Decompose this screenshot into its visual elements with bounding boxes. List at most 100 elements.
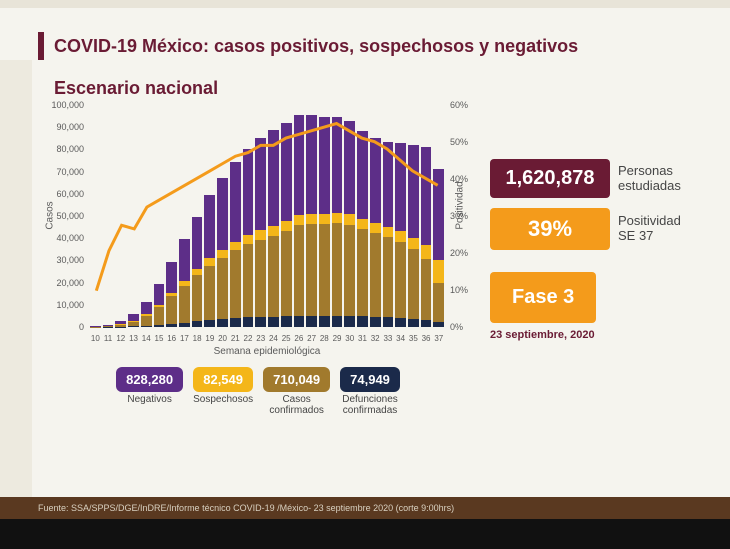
- bar-seg-confirmados: [204, 266, 215, 321]
- bar-seg-defunciones: [179, 323, 190, 327]
- footer-source: Fuente: SSA/SPPS/DGE/InDRE/Informe técni…: [0, 497, 730, 519]
- bar-seg-negativos: [179, 239, 190, 280]
- x-tick: 37: [433, 334, 444, 343]
- x-tick: 34: [395, 334, 406, 343]
- bottom-bar: [0, 519, 730, 549]
- bar-seg-negativos: [421, 147, 432, 245]
- bar-seg-confirmados: [255, 240, 266, 317]
- bar-seg-defunciones: [141, 326, 152, 327]
- bar-column: [192, 109, 203, 327]
- page-title: COVID-19 México: casos positivos, sospec…: [54, 36, 578, 57]
- y-left-tick: 40,000: [56, 233, 84, 243]
- bar-column: [204, 109, 215, 327]
- y-left-tick: 30,000: [56, 255, 84, 265]
- bar-seg-defunciones: [370, 317, 381, 327]
- y-right-tick: 60%: [450, 100, 468, 110]
- chart-area: [90, 109, 444, 327]
- bar-column: [344, 109, 355, 327]
- bar-column: [268, 109, 279, 327]
- bar-column: [294, 109, 305, 327]
- y-left-tick: 0: [79, 322, 84, 332]
- bar-seg-negativos: [306, 115, 317, 214]
- top-accent-bar: [0, 0, 730, 8]
- bar-seg-confirmados: [281, 231, 292, 316]
- bar-seg-negativos: [230, 162, 241, 242]
- y-right-tick: 20%: [450, 248, 468, 258]
- bar-column: [319, 109, 330, 327]
- y-right-tick: 40%: [450, 174, 468, 184]
- bar-column: [421, 109, 432, 327]
- y-right-tick: 10%: [450, 285, 468, 295]
- y-right-tick: 50%: [450, 137, 468, 147]
- bar-seg-negativos: [268, 130, 279, 226]
- bar-seg-defunciones: [306, 316, 317, 327]
- x-tick: 22: [243, 334, 254, 343]
- chart: Casos Positividad 010,00020,00030,00040,…: [38, 105, 478, 355]
- x-tick: 27: [306, 334, 317, 343]
- x-tick: 18: [192, 334, 203, 343]
- bar-column: [179, 109, 190, 327]
- bar-seg-confirmados: [383, 237, 394, 318]
- bar-seg-negativos: [154, 284, 165, 305]
- legend-label: Sospechosos: [193, 394, 253, 405]
- bar-seg-negativos: [319, 117, 330, 214]
- title-row: COVID-19 México: casos positivos, sospec…: [38, 32, 718, 60]
- bar-column: [395, 109, 406, 327]
- bar-seg-sospechosos: [332, 213, 343, 223]
- bar-seg-defunciones: [204, 320, 215, 327]
- bar-seg-defunciones: [408, 319, 419, 327]
- bar-seg-defunciones: [166, 324, 177, 327]
- main-row: Casos Positividad 010,00020,00030,00040,…: [38, 105, 718, 416]
- y-left-axis: 010,00020,00030,00040,00050,00060,00070,…: [38, 105, 88, 327]
- bar-seg-sospechosos: [230, 242, 241, 251]
- legend-label: Negativos: [127, 394, 171, 405]
- bar-seg-defunciones: [421, 320, 432, 327]
- bar-seg-confirmados: [294, 225, 305, 315]
- x-tick: 30: [344, 334, 355, 343]
- bar-seg-confirmados: [141, 316, 152, 326]
- x-tick: 28: [319, 334, 330, 343]
- bar-column: [281, 109, 292, 327]
- bar-seg-defunciones: [154, 325, 165, 327]
- legend-pill: 82,549: [193, 367, 253, 392]
- bar-seg-confirmados: [192, 275, 203, 321]
- x-tick: 26: [294, 334, 305, 343]
- bar-seg-confirmados: [306, 224, 317, 316]
- bar-seg-negativos: [217, 178, 228, 250]
- x-tick: 33: [383, 334, 394, 343]
- y-right-tick: 0%: [450, 322, 463, 332]
- stat-estudiadas: 1,620,878 Personas estudiadas: [490, 159, 718, 198]
- bar-seg-sospechosos: [204, 258, 215, 265]
- legend-pill: 74,949: [340, 367, 400, 392]
- bar-column: [128, 109, 139, 327]
- bar-seg-sospechosos: [408, 238, 419, 249]
- bar-column: [243, 109, 254, 327]
- bar-column: [306, 109, 317, 327]
- bar-seg-negativos: [395, 143, 406, 231]
- bar-seg-confirmados: [421, 259, 432, 320]
- bar-seg-confirmados: [332, 223, 343, 316]
- y-right-axis: 0%10%20%30%40%50%60%: [446, 105, 478, 327]
- bar-column: [166, 109, 177, 327]
- stats-block: 1,620,878 Personas estudiadas 39% Positi…: [490, 105, 718, 416]
- subtitle: Escenario nacional: [54, 78, 718, 99]
- bar-seg-defunciones: [268, 317, 279, 327]
- x-tick: 13: [128, 334, 139, 343]
- bar-column: [370, 109, 381, 327]
- bar-seg-negativos: [408, 145, 419, 238]
- bar-seg-negativos: [141, 302, 152, 314]
- bar-seg-confirmados: [217, 258, 228, 319]
- bar-column: [90, 109, 101, 327]
- bar-seg-sospechosos: [395, 231, 406, 241]
- y-left-tick: 100,000: [51, 100, 84, 110]
- bar-container: [90, 109, 444, 327]
- y-left-tick: 50,000: [56, 211, 84, 221]
- bar-seg-defunciones: [332, 316, 343, 327]
- bar-seg-confirmados: [319, 224, 330, 316]
- bar-seg-defunciones: [344, 316, 355, 327]
- side-pattern: [0, 60, 32, 500]
- y-left-tick: 90,000: [56, 122, 84, 132]
- bar-seg-defunciones: [217, 319, 228, 327]
- bar-seg-negativos: [370, 138, 381, 223]
- bar-seg-sospechosos: [243, 235, 254, 244]
